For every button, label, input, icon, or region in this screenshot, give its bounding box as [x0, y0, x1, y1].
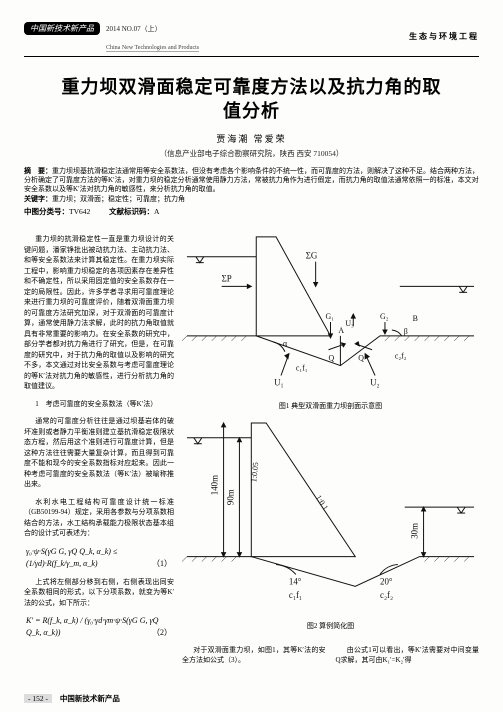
doc-label: 文献标识码： — [109, 207, 154, 216]
fig1-label-A: A — [338, 326, 344, 335]
abstract: 摘 要：重力坝坝基抗滑稳定法通常用等安全系数法，但没有考虑各个影响条件的不统一性… — [24, 167, 479, 195]
formula-2: K′ = R(f_k, α_k) / (γ₀·γd·γm·ψ·S(γG G, γ… — [26, 615, 172, 639]
title-line1: 重力坝双滑面稳定可靠度方法以及抗力角的取 — [62, 77, 442, 97]
fig1-label-alpha: α — [283, 339, 287, 348]
page: 中国新技术新产品 2014 NO.07（上） China New Technol… — [0, 0, 503, 712]
body-columns: 重力坝的抗滑稳定性一直是重力坝设计的关键问题，潘家铮批出被动抗力法、主动抗力法、… — [24, 227, 479, 672]
section-name: 生态与环境工程 — [409, 31, 479, 42]
figure-1: ΣP ΣG U₁ U₂ U₃ G₁ G₂ Q Q α β c₁f₁ c₂f₂ A… — [182, 227, 479, 395]
keywords-label: 关键字： — [24, 195, 52, 203]
fig1-label-u3: U₃ — [345, 319, 354, 328]
abstract-block: 摘 要：重力坝坝基抗滑稳定法通常用等安全系数法，但没有考虑各个影响条件的不统一性… — [24, 167, 479, 218]
formula-2-num: （2） — [152, 627, 172, 639]
left-column: 重力坝的抗滑稳定性一直是重力坝设计的关键问题，潘家铮批出被动抗力法、主动抗力法、… — [24, 227, 174, 672]
para-1: 重力坝的抗滑稳定性一直是重力坝设计的关键问题，潘家铮批出被动抗力法、主动抗力法、… — [24, 234, 174, 392]
abstract-label: 摘 要： — [24, 167, 52, 175]
fig1-label-sp: ΣP — [222, 274, 232, 284]
title-line2: 值分析 — [223, 101, 280, 121]
clc-code: TV642 — [69, 207, 90, 216]
title-block: 重力坝双滑面稳定可靠度方法以及抗力角的取 值分析 贾海潮 常爱荣 （信息产业部电… — [24, 75, 479, 159]
journal-name-cn: 中国新技术新产品 — [24, 22, 100, 35]
journal-name-en: China New Technologies and Products — [106, 45, 199, 52]
fig2-h30: 30m — [410, 523, 420, 539]
fig1-label-B: B — [413, 315, 418, 324]
formula-2-rhs: R(f_k, α_k) / (γ₀·γd·γm·ψ·S(γG G, γQ Q_k… — [26, 616, 158, 637]
fig2-h140: 140m — [210, 475, 220, 495]
para-3: 水利水电工程结构可靠度设计统一标准（GB50199-94）规定，采用各参数与分项… — [24, 497, 174, 539]
fig2-h90: 90m — [225, 489, 235, 505]
right-column: ΣP ΣG U₁ U₂ U₃ G₁ G₂ Q Q α β c₁f₁ c₂f₂ A… — [182, 227, 479, 672]
fig1-label-q2: Q — [358, 354, 364, 363]
doc-code: A — [154, 207, 159, 216]
formula-1-left: γ₀·ψ·S(γG G, γQ Q_k, α_k) ≤ — [26, 547, 117, 556]
fig2-slope1: 1:0.05 — [249, 461, 260, 482]
header-stack: 2014 NO.07（上） China New Technologies and… — [106, 18, 199, 54]
fig1-label-u1: U₁ — [274, 378, 284, 388]
fig2-angle2: 20° — [380, 576, 393, 586]
classification: 中图分类号：TV642 文献标识码：A — [24, 207, 479, 217]
keywords: 关键字：重力坝；双滑面；稳定性；可靠度；抗力角 — [24, 195, 479, 204]
fig2-slope2: 1:0.1 — [314, 493, 330, 511]
clc-label: 中图分类号： — [24, 207, 69, 216]
issue-number: 2014 NO.07（上） — [106, 25, 162, 33]
page-footer: - 152 - 中国新技术新产品 — [24, 693, 120, 704]
para-4: 上式将左侧部分移到右侧，右侧表现出同安全系数相同的形式，以下分项系数，就变为等K… — [24, 577, 174, 609]
header-left: 中国新技术新产品 2014 NO.07（上） China New Technol… — [24, 18, 199, 54]
affiliation: （信息产业部电子综合勘察研究院，陕西 西安 710054） — [24, 148, 479, 159]
fig1-label-c2f2: c₂f₂ — [395, 352, 407, 361]
running-header: 中国新技术新产品 2014 NO.07（上） China New Technol… — [24, 18, 479, 57]
formula-2-lhs: K′ = — [26, 616, 40, 625]
bottom-text-row: 对于双滑面重力坝，如图1，其等K′法的安全方法如公式（3）。 由公式1可以看出，… — [182, 638, 479, 673]
article-title: 重力坝双滑面稳定可靠度方法以及抗力角的取 值分析 — [24, 75, 479, 124]
abstract-text: 重力坝坝基抗滑稳定法通常用等安全系数法，但没有考虑各个影响条件的不统一性，而可靠… — [24, 167, 479, 194]
para-2: 通常的可靠度分析往往是通过坝基岩体的破坏准则或者静力平衡准则建立基抗滑稳定极限状… — [24, 416, 174, 490]
fig1-label-g2: G₂ — [380, 313, 389, 322]
figure-2: 140m 90m 30m 1:0.05 1:0.1 14° 20° c₁f₁ c… — [182, 418, 479, 616]
formula-1-num: （1） — [152, 558, 172, 570]
keywords-text: 重力坝；双滑面；稳定性；可靠度；抗力角 — [52, 195, 185, 203]
formula-1: γ₀·ψ·S(γG G, γQ Q_k, α_k) ≤ (1/γd)·R(f_k… — [26, 546, 172, 570]
para-6: 由公式1可以看出，等K′法需要对中间变量Q求解，其可由K₁′=K₂′得 — [336, 645, 480, 666]
fig2-angle1: 14° — [289, 576, 302, 586]
para-5: 对于双滑面重力坝，如图1，其等K′法的安全方法如公式（3）。 — [182, 645, 326, 666]
page-number: - 152 - — [24, 694, 52, 703]
authors: 贾海潮 常爱荣 — [24, 132, 479, 145]
fig1-label-u2: U₂ — [370, 378, 380, 388]
footer-journal: 中国新技术新产品 — [60, 694, 120, 703]
fig1-label-q1: Q — [329, 354, 335, 363]
figure-1-caption: 图1 典型双滑面重力坝剖面示意图 — [182, 401, 479, 412]
fig1-label-g1: G₁ — [326, 313, 335, 322]
fig1-label-c1f1: c₁f₁ — [296, 364, 308, 373]
formula-1-right: (1/γd)·R(f_k/γ_m, α_k) — [26, 559, 98, 568]
fig2-c2f2: c₂f₂ — [380, 590, 393, 600]
fig1-label-sg: ΣG — [306, 251, 318, 261]
fig1-label-beta: β — [404, 327, 408, 336]
fig2-c1f1: c₁f₁ — [289, 590, 302, 600]
figure-2-caption: 图2 算例简化图 — [182, 621, 479, 632]
heading-1: 1 考虑可靠度的安全系数法（等K′法） — [24, 399, 174, 410]
